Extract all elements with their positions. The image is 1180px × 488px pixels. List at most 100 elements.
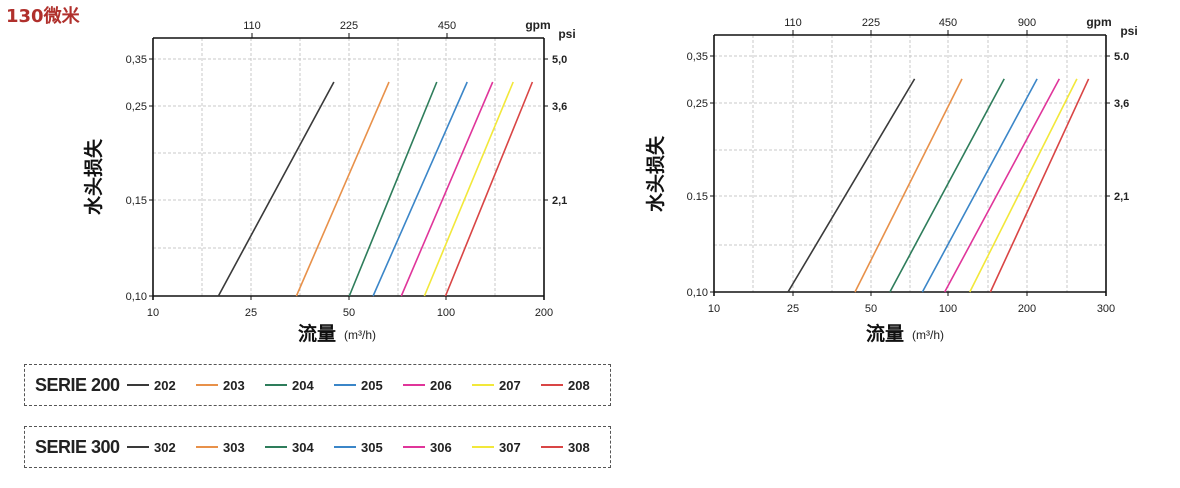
x-tick-label: 50	[865, 303, 877, 315]
legend-swatch	[541, 384, 563, 386]
gpm-tick-label: 225	[862, 17, 880, 29]
legend-item-304: 304	[265, 440, 334, 455]
legend-swatch	[127, 446, 149, 448]
legend-item-206: 206	[403, 378, 472, 393]
legend-swatch	[334, 384, 356, 386]
legend-serie-200: SERIE 200 202 203 204 205 206 207 208	[24, 364, 611, 406]
legend-item-305: 305	[334, 440, 403, 455]
series-line-204	[348, 81, 438, 297]
legend-label: 204	[292, 377, 314, 393]
legend-label: 203	[223, 377, 245, 393]
legend-title: SERIE 200	[35, 374, 120, 395]
x-tick-label: 200	[1018, 303, 1036, 315]
series-line-203	[295, 81, 390, 297]
series-line-304	[889, 78, 1005, 293]
y-tick-label: 0,10	[126, 291, 147, 303]
legend-label: 303	[223, 439, 245, 455]
legend-label: 307	[499, 439, 521, 455]
legend-label: 308	[568, 439, 590, 455]
psi-tick-label: 5,0	[552, 54, 567, 66]
psi-tick-label: 5.0	[1114, 51, 1129, 63]
legend-swatch	[265, 446, 287, 448]
series-line-302	[787, 78, 916, 293]
legend-item-204: 204	[265, 378, 334, 393]
series-line-303	[854, 78, 963, 293]
legend-label: 206	[430, 377, 452, 393]
y-tick-label: 0,35	[687, 51, 708, 63]
psi-tick-label: 3,6	[552, 101, 567, 113]
legend-swatch	[196, 446, 218, 448]
legend-swatch	[127, 384, 149, 386]
x-tick-label: 10	[147, 307, 159, 319]
gpm-tick-label: 110	[784, 17, 802, 29]
psi-unit-label: psi	[558, 27, 575, 41]
series-line-307	[969, 78, 1078, 293]
legend-label: 205	[361, 377, 383, 393]
legend-swatch	[265, 384, 287, 386]
psi-tick-label: 3,6	[1114, 98, 1129, 110]
legend-item-302: 302	[127, 440, 196, 455]
legend-swatch	[196, 384, 218, 386]
legend-label: 304	[292, 439, 314, 455]
legend-swatch	[334, 446, 356, 448]
legend-swatch	[403, 384, 425, 386]
series-line-308	[989, 78, 1090, 293]
gpm-tick-label: 900	[1018, 17, 1036, 29]
y-tick-label: 0,25	[126, 101, 147, 113]
y-axis-title: 水头损失	[644, 135, 667, 212]
psi-tick-label: 2,1	[552, 195, 567, 207]
legend-serie-300: SERIE 300 302 303 304 305 306 307 308	[24, 426, 611, 468]
legend-items: 202 203 204 205 206 207 208	[127, 378, 610, 393]
y-tick-label: 0,35	[126, 54, 147, 66]
legend-item-308: 308	[541, 440, 610, 455]
series-line-208	[444, 81, 534, 297]
legend-swatch	[472, 446, 494, 448]
gpm-tick-label: 450	[438, 20, 456, 32]
x-axis-title: 流量	[866, 322, 904, 345]
series-line-207	[423, 81, 514, 297]
legend-label: 208	[568, 377, 590, 393]
gpm-tick-label: 225	[340, 20, 358, 32]
legend-label: 207	[499, 377, 521, 393]
legend-label: 302	[154, 439, 176, 455]
gpm-unit-label: gpm	[525, 18, 550, 32]
y-tick-label: 0,10	[687, 287, 708, 299]
psi-tick-label: 2,1	[1114, 191, 1129, 203]
gpm-tick-label: 110	[243, 20, 261, 32]
series-line-202	[217, 81, 335, 297]
legend-swatch	[541, 446, 563, 448]
legend-item-303: 303	[196, 440, 265, 455]
gpm-unit-label: gpm	[1086, 15, 1111, 29]
series-line-306	[943, 78, 1061, 293]
series-line-305	[921, 78, 1038, 293]
legend-swatch	[472, 384, 494, 386]
series-line-206	[400, 81, 494, 297]
legend-item-207: 207	[472, 378, 541, 393]
x-tick-label: 10	[708, 303, 720, 315]
y-tick-label: 0,15	[126, 195, 147, 207]
x-axis-unit: (m³/h)	[344, 328, 376, 342]
x-tick-label: 300	[1097, 303, 1115, 315]
legend-swatch	[403, 446, 425, 448]
legend-item-203: 203	[196, 378, 265, 393]
x-tick-label: 100	[939, 303, 957, 315]
legend-item-202: 202	[127, 378, 196, 393]
y-tick-label: 0,25	[687, 98, 708, 110]
y-axis-title: 水头损失	[82, 138, 105, 215]
chart-headline: 130微米	[6, 6, 80, 27]
series-line-205	[372, 81, 468, 297]
legend-label: 306	[430, 439, 452, 455]
x-tick-label: 25	[787, 303, 799, 315]
gpm-tick-label: 450	[939, 17, 957, 29]
x-tick-label: 50	[343, 307, 355, 319]
legend-title: SERIE 300	[35, 436, 120, 457]
x-tick-label: 100	[437, 307, 455, 319]
x-tick-label: 25	[245, 307, 257, 319]
legend-item-306: 306	[403, 440, 472, 455]
legend-label: 305	[361, 439, 383, 455]
legend-label: 202	[154, 377, 176, 393]
legend-item-307: 307	[472, 440, 541, 455]
legend-items: 302 303 304 305 306 307 308	[127, 440, 610, 455]
legend-item-205: 205	[334, 378, 403, 393]
